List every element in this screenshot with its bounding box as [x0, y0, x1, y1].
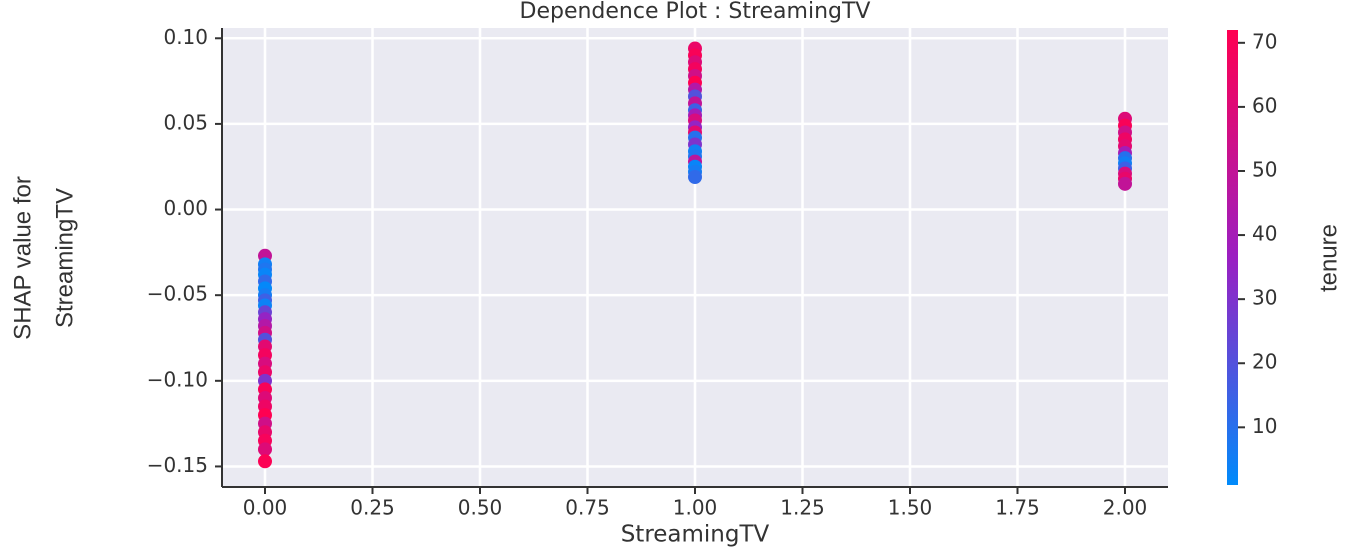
colorbar-label: tenure [1315, 224, 1342, 292]
x-axis-label: StreamingTV [621, 522, 770, 548]
x-tick-label: 0.75 [565, 496, 610, 520]
x-tick-label: 1.50 [888, 496, 933, 520]
x-tick-label: 2.00 [1103, 496, 1148, 520]
colorbar-tick-label: 50 [1252, 157, 1277, 181]
point [258, 454, 272, 469]
point [1118, 176, 1132, 191]
point [258, 442, 272, 457]
y-axis-label: StreamingTV [51, 188, 78, 328]
x-tick-label: 1.00 [673, 496, 718, 520]
y-tick-label: 0.05 [163, 110, 208, 134]
chart-title: Dependence Plot : StreamingTV [520, 0, 871, 24]
y-tick-label: −0.15 [147, 453, 208, 477]
colorbar [1227, 30, 1238, 485]
x-tick-label: 1.75 [995, 496, 1040, 520]
x-tick-label: 1.25 [780, 496, 825, 520]
colorbar-tick-label: 70 [1252, 29, 1277, 53]
y-tick-label: 0.00 [163, 196, 208, 220]
x-tick-label: 0.50 [458, 496, 503, 520]
y-tick-label: 0.10 [163, 25, 208, 49]
y-tick-label: −0.10 [147, 367, 208, 391]
colorbar-tick-label: 40 [1252, 222, 1277, 246]
x-tick-label: 0.25 [350, 496, 395, 520]
point [688, 170, 702, 185]
x-tick-label: 0.00 [243, 496, 288, 520]
y-tick-label: −0.05 [147, 282, 208, 306]
colorbar-tick-label: 30 [1252, 286, 1277, 310]
y-axis-label: SHAP value for [9, 176, 36, 340]
colorbar-tick-label: 20 [1252, 350, 1277, 374]
colorbar-tick-label: 60 [1252, 93, 1277, 117]
colorbar-tick-label: 10 [1252, 414, 1277, 438]
